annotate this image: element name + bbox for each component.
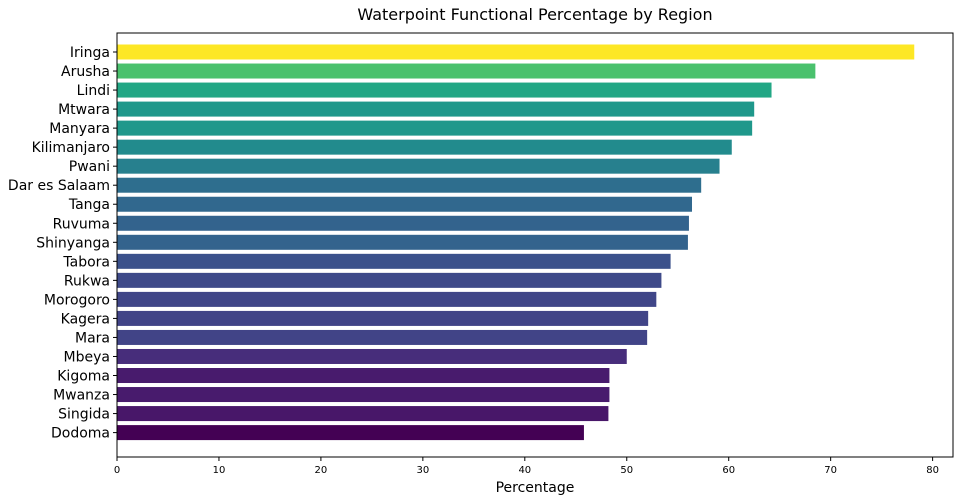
- y-tick-label: Tanga: [68, 197, 110, 213]
- x-tick-label: 50: [620, 465, 633, 476]
- y-tick-label: Rukwa: [64, 273, 110, 289]
- y-tick-label: Singida: [58, 407, 110, 423]
- y-tick-label: Arusha: [61, 64, 110, 80]
- bar-arusha: [117, 63, 816, 79]
- x-tick-label: 10: [213, 465, 226, 476]
- bar-mbeya: [117, 348, 627, 364]
- y-tick-label: Shinyanga: [36, 235, 110, 251]
- y-tick-label: Dodoma: [51, 426, 110, 442]
- bar-mwanza: [117, 387, 610, 403]
- y-tick-label: Ruvuma: [53, 216, 110, 232]
- bar-morogoro: [117, 291, 657, 307]
- y-tick-label: Kilimanjaro: [32, 140, 110, 156]
- y-tick-label: Mwanza: [53, 388, 110, 404]
- x-tick-label: 20: [315, 465, 328, 476]
- bar-tabora: [117, 253, 671, 269]
- y-tick-label: Dar es Salaam: [8, 178, 110, 194]
- bar-ruvuma: [117, 215, 689, 231]
- bar-lindi: [117, 82, 772, 98]
- x-tick-label: 80: [926, 465, 939, 476]
- bar-singida: [117, 406, 609, 422]
- bars-group: [117, 44, 915, 441]
- y-tick-label: Mara: [75, 330, 110, 346]
- y-tick-label: Mtwara: [58, 102, 110, 118]
- bar-kilimanjaro: [117, 139, 732, 155]
- y-tick-label: Kigoma: [57, 369, 110, 385]
- y-tick-label: Lindi: [77, 83, 110, 99]
- bar-dodoma: [117, 425, 584, 441]
- bar-pwani: [117, 158, 720, 174]
- y-tick-label: Mbeya: [64, 349, 110, 365]
- bar-rukwa: [117, 272, 662, 288]
- y-tick-label: Iringa: [70, 45, 110, 61]
- x-axis-label: Percentage: [496, 480, 575, 496]
- x-tick-label: 60: [722, 465, 735, 476]
- x-tick-label: 30: [416, 465, 429, 476]
- bar-dar-es-salaam: [117, 177, 702, 193]
- bar-kigoma: [117, 368, 610, 384]
- y-tick-label: Kagera: [61, 311, 110, 327]
- x-tick-label: 40: [518, 465, 531, 476]
- y-tick-labels: Iringa Arusha Lindi Mtwara Manyara Kilimanjar…: [8, 45, 117, 442]
- bar-tanga: [117, 196, 693, 212]
- bar-shinyanga: [117, 234, 688, 250]
- bar-iringa: [117, 44, 915, 60]
- chart-title: Waterpoint Functional Percentage by Regi…: [357, 5, 712, 24]
- y-tick-label: Manyara: [49, 121, 110, 137]
- y-tick-label: Pwani: [69, 159, 110, 175]
- bar-mara: [117, 329, 648, 345]
- bar-kagera: [117, 310, 649, 326]
- bar-manyara: [117, 120, 753, 136]
- y-tick-label: Morogoro: [44, 292, 110, 308]
- x-tick-labels: 0 10 20 30 40 50 60 70 80: [114, 457, 939, 476]
- y-tick-label: Tabora: [62, 254, 110, 270]
- plot-frame: [116, 32, 954, 458]
- x-tick-label: 0: [114, 465, 120, 476]
- x-tick-label: 70: [824, 465, 837, 476]
- bar-mtwara: [117, 101, 755, 117]
